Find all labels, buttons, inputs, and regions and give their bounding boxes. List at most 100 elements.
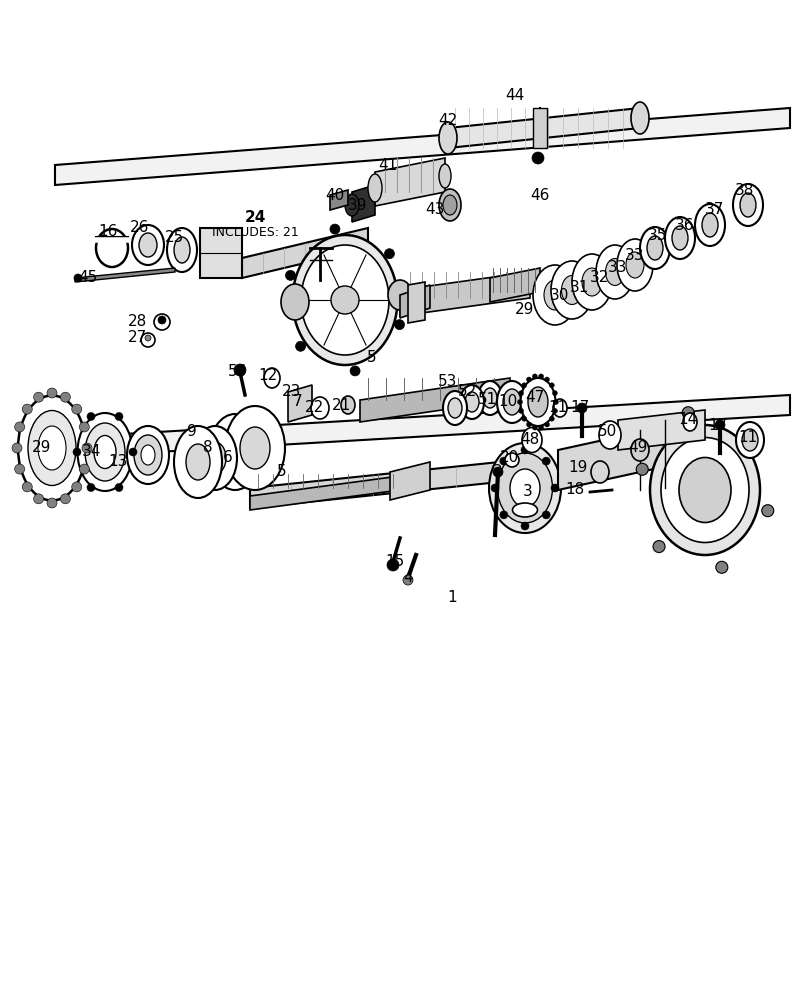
Ellipse shape — [139, 233, 157, 257]
Ellipse shape — [478, 381, 501, 415]
Ellipse shape — [488, 443, 560, 533]
Polygon shape — [532, 108, 547, 148]
Circle shape — [129, 448, 137, 456]
Text: 36: 36 — [675, 218, 694, 232]
Circle shape — [577, 403, 586, 413]
Circle shape — [517, 399, 521, 404]
Circle shape — [744, 427, 756, 439]
Circle shape — [491, 484, 499, 492]
Ellipse shape — [439, 122, 457, 154]
Ellipse shape — [741, 429, 757, 451]
Ellipse shape — [739, 193, 755, 217]
Ellipse shape — [28, 410, 76, 486]
Polygon shape — [55, 395, 789, 458]
Text: 20: 20 — [500, 450, 519, 466]
Text: 31: 31 — [569, 280, 589, 296]
Ellipse shape — [281, 284, 309, 320]
Ellipse shape — [388, 280, 411, 310]
Circle shape — [234, 364, 246, 376]
Text: 16: 16 — [98, 225, 118, 239]
Ellipse shape — [174, 426, 221, 498]
Ellipse shape — [134, 435, 162, 475]
Text: 15: 15 — [385, 554, 404, 570]
Circle shape — [521, 446, 528, 454]
Circle shape — [145, 335, 151, 341]
Text: 19: 19 — [568, 460, 587, 476]
Circle shape — [33, 392, 44, 402]
Circle shape — [542, 511, 550, 519]
Ellipse shape — [520, 378, 555, 426]
Circle shape — [544, 422, 549, 427]
Circle shape — [548, 383, 554, 388]
Text: 2: 2 — [492, 464, 502, 480]
Ellipse shape — [240, 427, 270, 469]
Polygon shape — [200, 228, 242, 278]
Ellipse shape — [660, 438, 748, 542]
Text: 48: 48 — [520, 432, 539, 448]
Circle shape — [331, 286, 358, 314]
Polygon shape — [400, 285, 430, 318]
Ellipse shape — [512, 503, 537, 517]
Circle shape — [551, 408, 556, 413]
Circle shape — [542, 457, 550, 465]
Circle shape — [87, 412, 95, 420]
Ellipse shape — [208, 414, 260, 490]
Circle shape — [12, 443, 22, 453]
Circle shape — [521, 383, 526, 388]
Circle shape — [74, 274, 82, 282]
Ellipse shape — [193, 426, 237, 490]
Circle shape — [402, 575, 413, 585]
Circle shape — [15, 422, 24, 432]
Text: 13: 13 — [108, 454, 127, 470]
Circle shape — [551, 484, 558, 492]
Text: 14: 14 — [677, 412, 697, 428]
Text: 35: 35 — [647, 228, 667, 242]
Text: 9: 9 — [187, 424, 196, 440]
Polygon shape — [389, 462, 430, 500]
Circle shape — [22, 404, 32, 414]
Circle shape — [500, 457, 507, 465]
Text: 50: 50 — [598, 424, 617, 440]
Polygon shape — [288, 385, 311, 422]
Ellipse shape — [483, 388, 496, 408]
Text: 47: 47 — [525, 390, 544, 406]
Ellipse shape — [532, 265, 577, 325]
Polygon shape — [557, 420, 694, 490]
Ellipse shape — [292, 235, 397, 365]
Text: 25: 25 — [165, 231, 184, 245]
Ellipse shape — [590, 461, 608, 483]
Ellipse shape — [551, 261, 592, 319]
Circle shape — [532, 374, 537, 379]
Circle shape — [295, 341, 305, 351]
Circle shape — [154, 314, 169, 330]
Polygon shape — [242, 228, 367, 278]
Text: 45: 45 — [79, 270, 97, 286]
Text: 26: 26 — [130, 221, 149, 235]
Circle shape — [79, 422, 89, 432]
Text: 56: 56 — [228, 364, 247, 379]
Circle shape — [15, 464, 24, 474]
Polygon shape — [250, 474, 414, 510]
Ellipse shape — [94, 436, 116, 468]
Ellipse shape — [465, 392, 478, 412]
Ellipse shape — [174, 237, 190, 263]
Circle shape — [115, 412, 122, 420]
Ellipse shape — [630, 102, 648, 134]
Ellipse shape — [595, 245, 633, 299]
Text: 33: 33 — [607, 260, 627, 275]
Circle shape — [761, 505, 773, 517]
Circle shape — [47, 388, 57, 398]
Text: 43: 43 — [425, 202, 444, 218]
Text: 29: 29 — [515, 302, 534, 318]
Ellipse shape — [521, 428, 541, 452]
Circle shape — [492, 467, 502, 477]
Text: 28: 28 — [128, 314, 148, 330]
Ellipse shape — [552, 399, 566, 417]
Ellipse shape — [625, 252, 643, 278]
Ellipse shape — [301, 245, 388, 355]
Text: 17: 17 — [569, 400, 589, 416]
Circle shape — [553, 399, 558, 404]
Text: 38: 38 — [735, 183, 753, 198]
Text: 41: 41 — [378, 158, 397, 173]
Ellipse shape — [167, 228, 197, 272]
